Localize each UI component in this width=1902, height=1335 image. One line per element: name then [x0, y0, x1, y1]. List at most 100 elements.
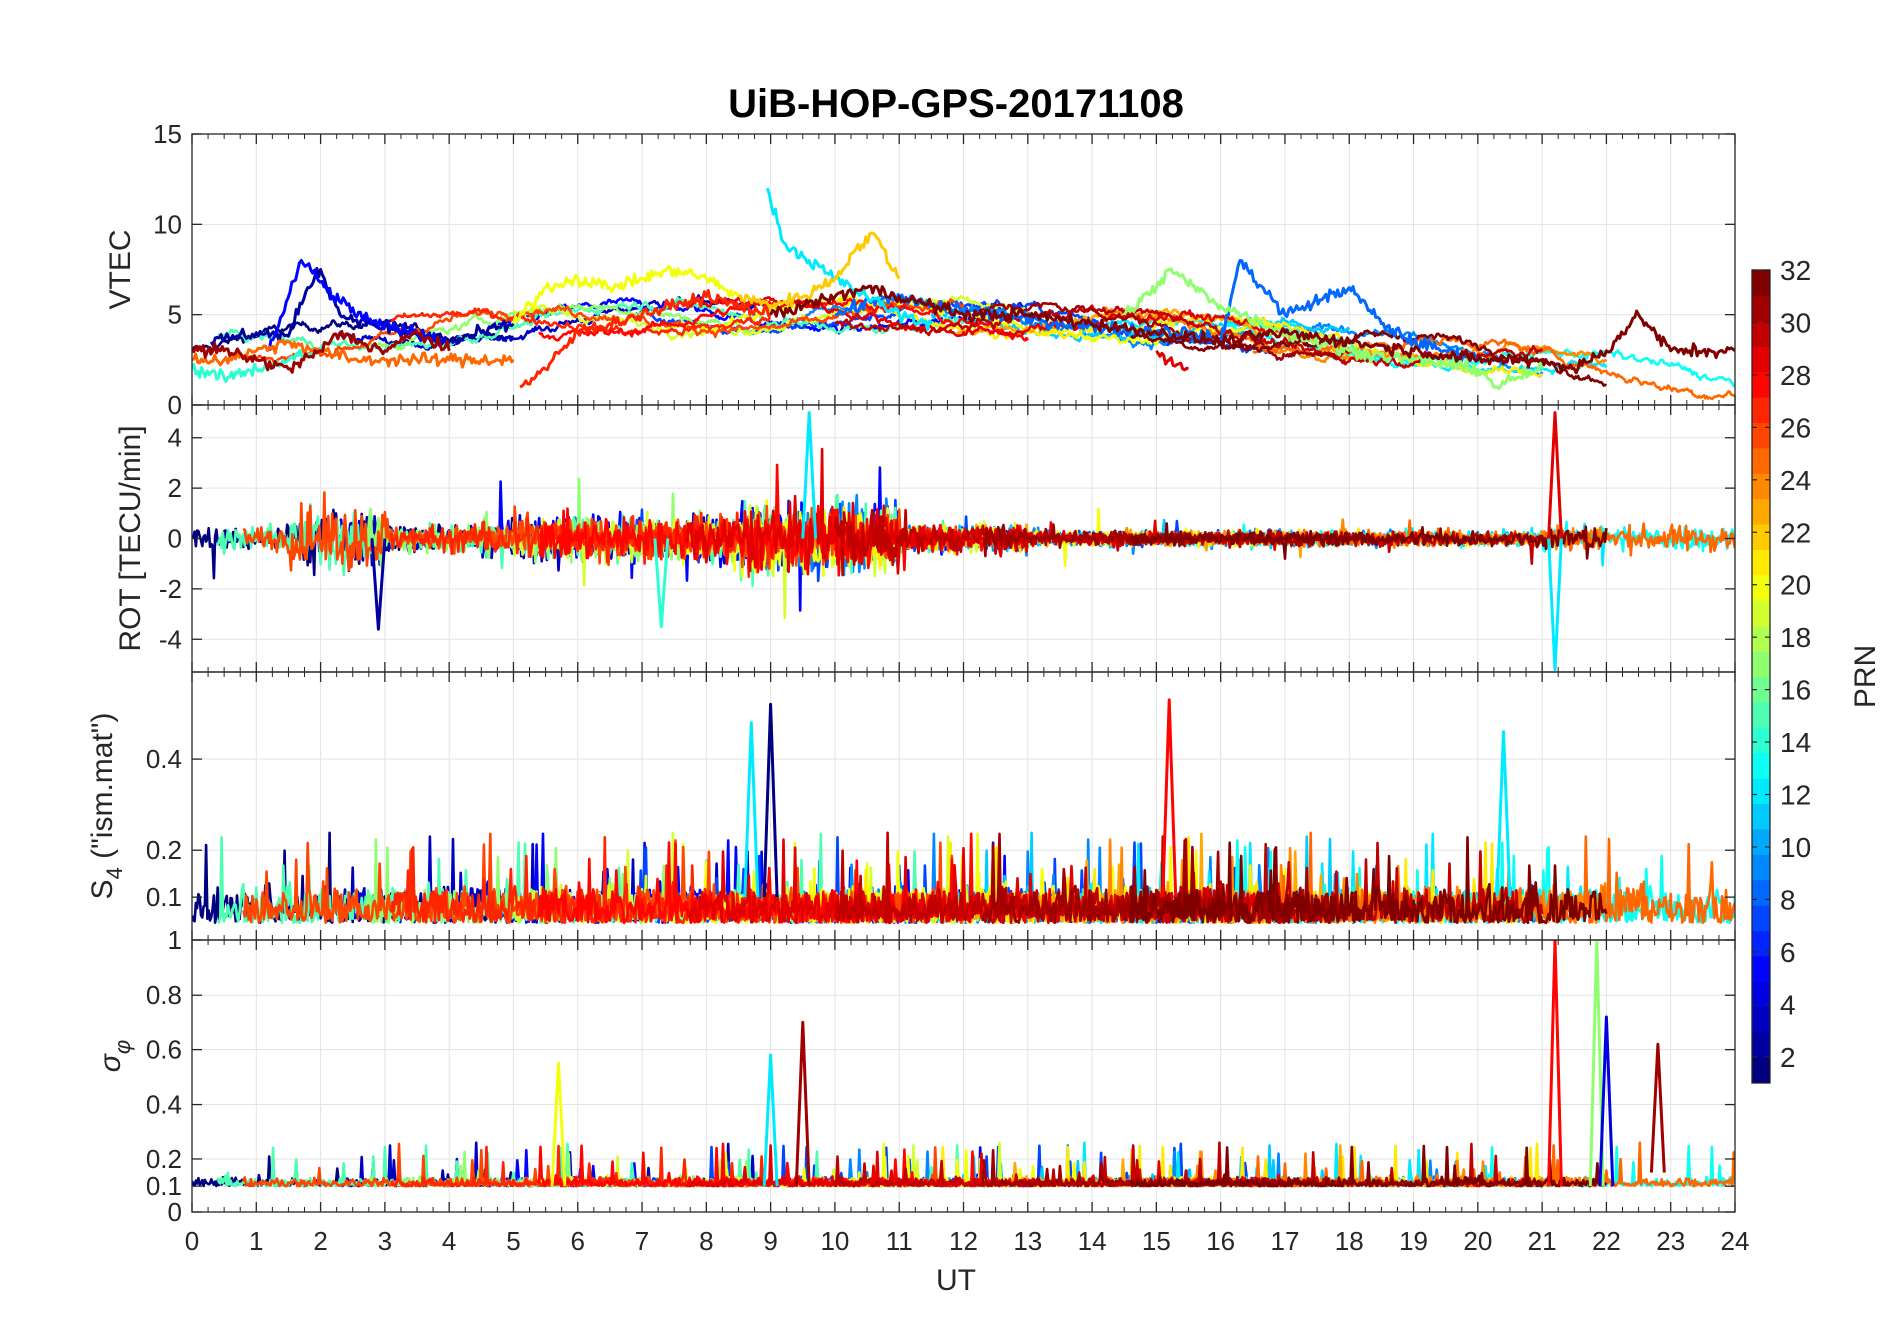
x-tick-label: 13: [1013, 1226, 1042, 1256]
colorbar-segment: [1752, 651, 1770, 677]
series-line: [538, 297, 1029, 342]
colorbar-tick-label: 18: [1780, 622, 1811, 653]
colorbar-segment: [1752, 600, 1770, 627]
colorbar-segment: [1752, 422, 1770, 449]
x-tick-label: 20: [1463, 1226, 1492, 1256]
x-tick-label: 3: [378, 1226, 392, 1256]
colorbar-segment: [1752, 803, 1770, 830]
y-tick-label: 2: [168, 473, 182, 503]
x-tick-label: 0: [185, 1226, 199, 1256]
y-tick-label: -2: [159, 574, 182, 604]
colorbar-segment: [1752, 701, 1770, 728]
x-tick-label: 14: [1078, 1226, 1107, 1256]
series-line-prn-12: [743, 721, 760, 898]
x-tick-label: 17: [1270, 1226, 1299, 1256]
colorbar-segment: [1752, 955, 1770, 982]
colorbar-tick-label: 6: [1780, 937, 1796, 968]
colorbar-tick-label: 30: [1780, 307, 1811, 338]
y-tick-label: 0.2: [146, 1144, 182, 1174]
colorbar-segment: [1752, 447, 1770, 474]
series-line-prn-12: [1495, 730, 1512, 898]
series-line-prn-17: [1588, 940, 1605, 1187]
colorbar-segment: [1752, 854, 1770, 881]
series-line-prn-2: [370, 538, 387, 631]
colorbar-segment: [1752, 625, 1770, 652]
x-tick-label: 22: [1592, 1226, 1621, 1256]
colorbar-tick-label: 14: [1780, 727, 1811, 758]
colorbar-segment: [1752, 270, 1770, 296]
colorbar-tick-label: 4: [1780, 989, 1796, 1020]
y-tick-label: 15: [153, 119, 182, 149]
series-line-prn-31: [1649, 1042, 1666, 1173]
y-tick-label: 1: [168, 925, 182, 955]
series-line-prn-20: [512, 265, 740, 325]
colorbar-tick-label: 12: [1780, 780, 1811, 811]
y-tick-label: 0.1: [146, 1171, 182, 1201]
y-label-part: φ: [110, 1040, 135, 1054]
x-tick-label: 5: [506, 1226, 520, 1256]
series-line-prn-14: [653, 538, 670, 629]
colorbar-segment: [1752, 346, 1770, 373]
y-label-part: σ: [94, 1052, 127, 1072]
colorbar-tick-label: 8: [1780, 884, 1796, 915]
x-tick-label: 16: [1206, 1226, 1235, 1256]
series-line-prn-1: [762, 702, 779, 898]
y-axis-label: σφ: [94, 1040, 135, 1072]
series-line-prn-12: [1547, 538, 1563, 671]
colorbar-tick-label: 32: [1780, 255, 1811, 286]
x-tick-label: 23: [1656, 1226, 1685, 1256]
colorbar-segment: [1752, 295, 1770, 322]
y-label-part: ("ism.mat"): [86, 713, 119, 868]
colorbar-tick-label: 20: [1780, 570, 1811, 601]
y-tick-label: -4: [159, 624, 182, 654]
x-tick-label: 15: [1142, 1226, 1171, 1256]
series-line: [217, 296, 965, 353]
colorbar-segment: [1752, 1057, 1770, 1084]
x-tick-label: 4: [442, 1226, 456, 1256]
colorbar-segment: [1752, 676, 1770, 703]
colorbar-tick-label: 28: [1780, 360, 1811, 391]
x-axis-label: UT: [936, 1264, 976, 1297]
colorbar-segment: [1752, 574, 1770, 601]
series-line-prn-29: [1155, 349, 1190, 372]
y-tick-label: 10: [153, 209, 182, 239]
panel-3: 0.1 0.2 0.4 S4 ("ism.mat"): [86, 671, 1736, 941]
colorbar-segment: [1752, 828, 1770, 855]
colorbar-tick-label: 10: [1780, 832, 1811, 863]
panel-4: 00.10.2 0.4 0.6 0.8 1 σφ: [94, 925, 1736, 1227]
y-tick-label: 0: [168, 390, 182, 420]
panel-4-data: [192, 940, 1735, 1188]
colorbar-segment: [1752, 371, 1770, 398]
series-line-prn-31: [192, 329, 451, 374]
series-line-prn-31: [794, 1020, 811, 1187]
x-tick-label: 7: [635, 1226, 649, 1256]
colorbar-segment: [1752, 397, 1770, 423]
panel-3-data: [192, 698, 1735, 925]
panel-2: -4 -2 0 2 4 ROT [TECU/min]: [114, 404, 1736, 673]
y-tick-label: 0.4: [146, 744, 182, 774]
x-tick-label: 8: [699, 1226, 713, 1256]
y-tick-label: 4: [168, 423, 182, 453]
colorbar-segment: [1752, 727, 1770, 754]
series-line-prn-14: [192, 348, 321, 383]
colorbar-segment: [1752, 905, 1770, 932]
x-tick-label: 18: [1335, 1226, 1364, 1256]
y-axis-label: ROT [TECU/min]: [114, 425, 147, 651]
series-line-prn-27: [519, 289, 772, 389]
series-line-prn-12: [762, 1053, 779, 1187]
y-tick-label: 0.8: [146, 980, 182, 1010]
chart-title: UiB-HOP-GPS-20171108: [728, 82, 1184, 126]
series-line: [1129, 835, 1608, 925]
y-axis-label: S4 ("ism.mat"): [86, 713, 127, 900]
panel-2-data: [192, 411, 1735, 671]
y-tick-label: 0.6: [146, 1035, 182, 1065]
x-tick-label: 11: [886, 1226, 913, 1256]
colorbar-segment: [1752, 752, 1770, 779]
x-tick-label: 19: [1399, 1226, 1428, 1256]
series-line-prn-4: [1598, 1015, 1615, 1187]
colorbar-segment: [1752, 498, 1770, 525]
colorbar-tick-label: 22: [1780, 517, 1811, 548]
colorbar-segment: [1752, 930, 1770, 957]
